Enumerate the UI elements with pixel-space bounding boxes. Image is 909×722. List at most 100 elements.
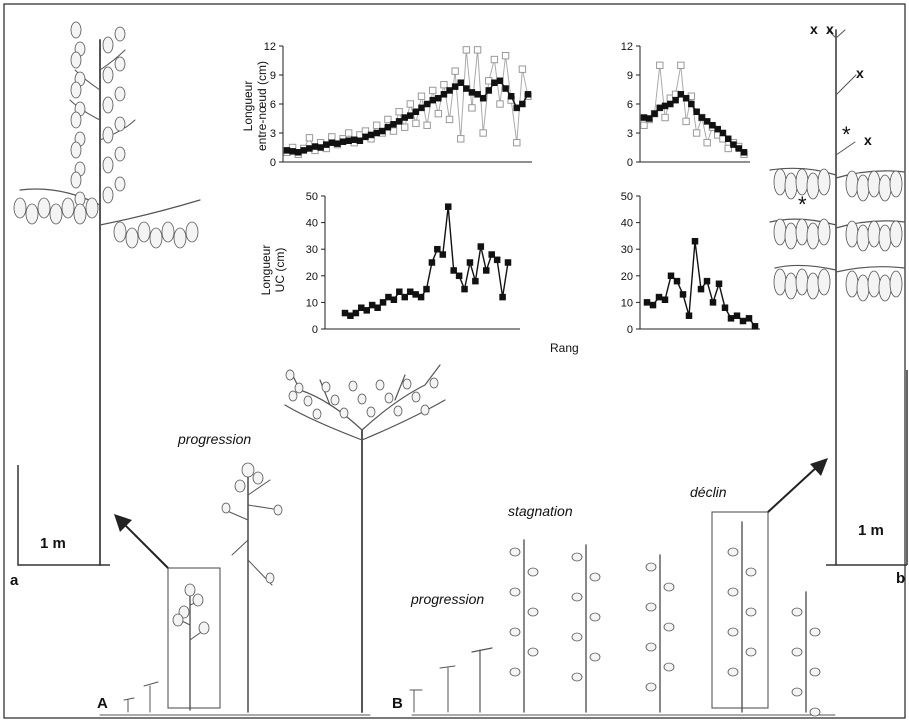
data-point-filled bbox=[651, 110, 658, 117]
data-point-filled bbox=[317, 144, 324, 151]
phase-label-stagnation: stagnation bbox=[508, 503, 573, 519]
scale-bar-right bbox=[826, 370, 908, 566]
leaf-shape bbox=[571, 672, 583, 682]
leaf-shape bbox=[321, 381, 331, 393]
data-point-open bbox=[417, 92, 426, 100]
leaf-shape bbox=[845, 220, 859, 248]
leaf-shape bbox=[114, 146, 126, 162]
leaf-shape bbox=[303, 395, 313, 407]
data-point-open bbox=[412, 119, 420, 128]
data-point-filled bbox=[440, 91, 448, 98]
leaf-shape bbox=[727, 547, 739, 557]
data-point-open bbox=[395, 108, 403, 116]
y-tick-label: 30 bbox=[621, 244, 633, 256]
leaf-shape bbox=[312, 408, 322, 420]
data-point-filled bbox=[667, 272, 675, 280]
data-point-filled bbox=[519, 100, 526, 108]
data-point-filled bbox=[283, 147, 291, 154]
leaf-shape bbox=[375, 379, 385, 391]
leaf-shape bbox=[149, 227, 163, 249]
leaf-shape bbox=[727, 587, 739, 597]
leaf-shape bbox=[13, 197, 27, 219]
data-point-open bbox=[490, 55, 499, 64]
leaf-shape bbox=[241, 462, 255, 478]
data-point-filled bbox=[384, 123, 392, 131]
data-point-open bbox=[400, 123, 409, 131]
data-point-open bbox=[724, 144, 732, 153]
leaf-shape bbox=[161, 221, 175, 243]
data-point-filled bbox=[434, 245, 441, 253]
leaf-shape bbox=[184, 583, 196, 597]
leaf-shape bbox=[527, 607, 539, 617]
data-point-filled bbox=[661, 296, 669, 303]
figure-frame bbox=[3, 3, 906, 719]
x-mark-4: x bbox=[864, 132, 872, 148]
data-point-filled bbox=[703, 118, 711, 125]
leaf-shape bbox=[114, 56, 126, 72]
leaf-shape bbox=[185, 221, 199, 243]
leaf-shape bbox=[102, 36, 114, 54]
chart-internode-declin: 0 3 6 9 12 bbox=[621, 41, 750, 169]
leaf-shape bbox=[589, 652, 601, 662]
data-point-filled bbox=[356, 137, 364, 144]
leaf-shape bbox=[817, 218, 831, 246]
data-point-open bbox=[457, 135, 465, 143]
scale-bar-left bbox=[17, 465, 110, 566]
data-point-filled bbox=[306, 145, 313, 152]
data-point-filled bbox=[294, 149, 302, 156]
data-point-filled bbox=[428, 259, 436, 266]
series-a-illustration bbox=[99, 364, 446, 716]
leaf-shape bbox=[37, 197, 51, 219]
data-point-open bbox=[640, 121, 648, 129]
y-tick-label: 30 bbox=[306, 244, 318, 256]
leaf-shape bbox=[102, 186, 114, 204]
y-tick-label: 0 bbox=[627, 324, 633, 336]
leaf-shape bbox=[795, 268, 809, 296]
data-point-filled bbox=[351, 136, 358, 144]
leaf-shape bbox=[645, 642, 657, 652]
chart-1-ylabel-line1: Longueur bbox=[241, 81, 255, 132]
data-point-filled bbox=[468, 89, 476, 96]
y-tick-label: 12 bbox=[621, 41, 633, 53]
y-tick-label: 9 bbox=[270, 70, 276, 82]
data-point-filled bbox=[485, 87, 493, 94]
leaf-shape bbox=[348, 380, 358, 392]
data-point-filled bbox=[322, 141, 330, 148]
data-point-filled bbox=[672, 96, 679, 104]
data-point-open bbox=[656, 61, 664, 70]
leaf-shape bbox=[663, 582, 675, 592]
leaf-shape bbox=[889, 220, 903, 248]
leaf-shape bbox=[366, 406, 376, 418]
leaf-shape bbox=[102, 156, 114, 174]
leaf-shape bbox=[429, 377, 439, 389]
data-point-open bbox=[473, 46, 482, 54]
chart-uc-progression: 0 10 20 30 40 50 Longueur UC (cm) Rang bbox=[259, 191, 579, 355]
data-point-filled bbox=[374, 304, 381, 311]
leaf-shape bbox=[102, 96, 114, 114]
leaf-shape bbox=[727, 627, 739, 637]
leaf-shape bbox=[795, 218, 809, 246]
data-point-open bbox=[513, 138, 521, 147]
data-point-filled bbox=[435, 94, 442, 102]
data-point-filled bbox=[385, 293, 392, 301]
leaf-shape bbox=[85, 197, 99, 219]
data-point-open bbox=[485, 77, 493, 85]
arrow-to-tree-a bbox=[114, 514, 169, 569]
leaf-shape bbox=[878, 174, 892, 202]
data-point-filled bbox=[703, 277, 711, 285]
leaf-shape bbox=[856, 274, 870, 302]
data-point-filled bbox=[513, 104, 521, 112]
data-point-filled bbox=[709, 122, 716, 129]
data-point-filled bbox=[688, 100, 695, 108]
y-tick-label: 0 bbox=[627, 157, 633, 169]
leaf-shape bbox=[509, 547, 521, 557]
data-point-open bbox=[451, 67, 459, 75]
chart-2-xlabel: Rang bbox=[550, 341, 579, 355]
y-tick-label: 20 bbox=[306, 271, 318, 283]
highlight-box-b bbox=[711, 511, 769, 709]
leaf-shape bbox=[817, 168, 831, 196]
data-point-open bbox=[429, 86, 437, 95]
data-point-filled bbox=[412, 291, 419, 298]
leaf-shape bbox=[745, 567, 757, 577]
leaf-shape bbox=[527, 647, 539, 657]
